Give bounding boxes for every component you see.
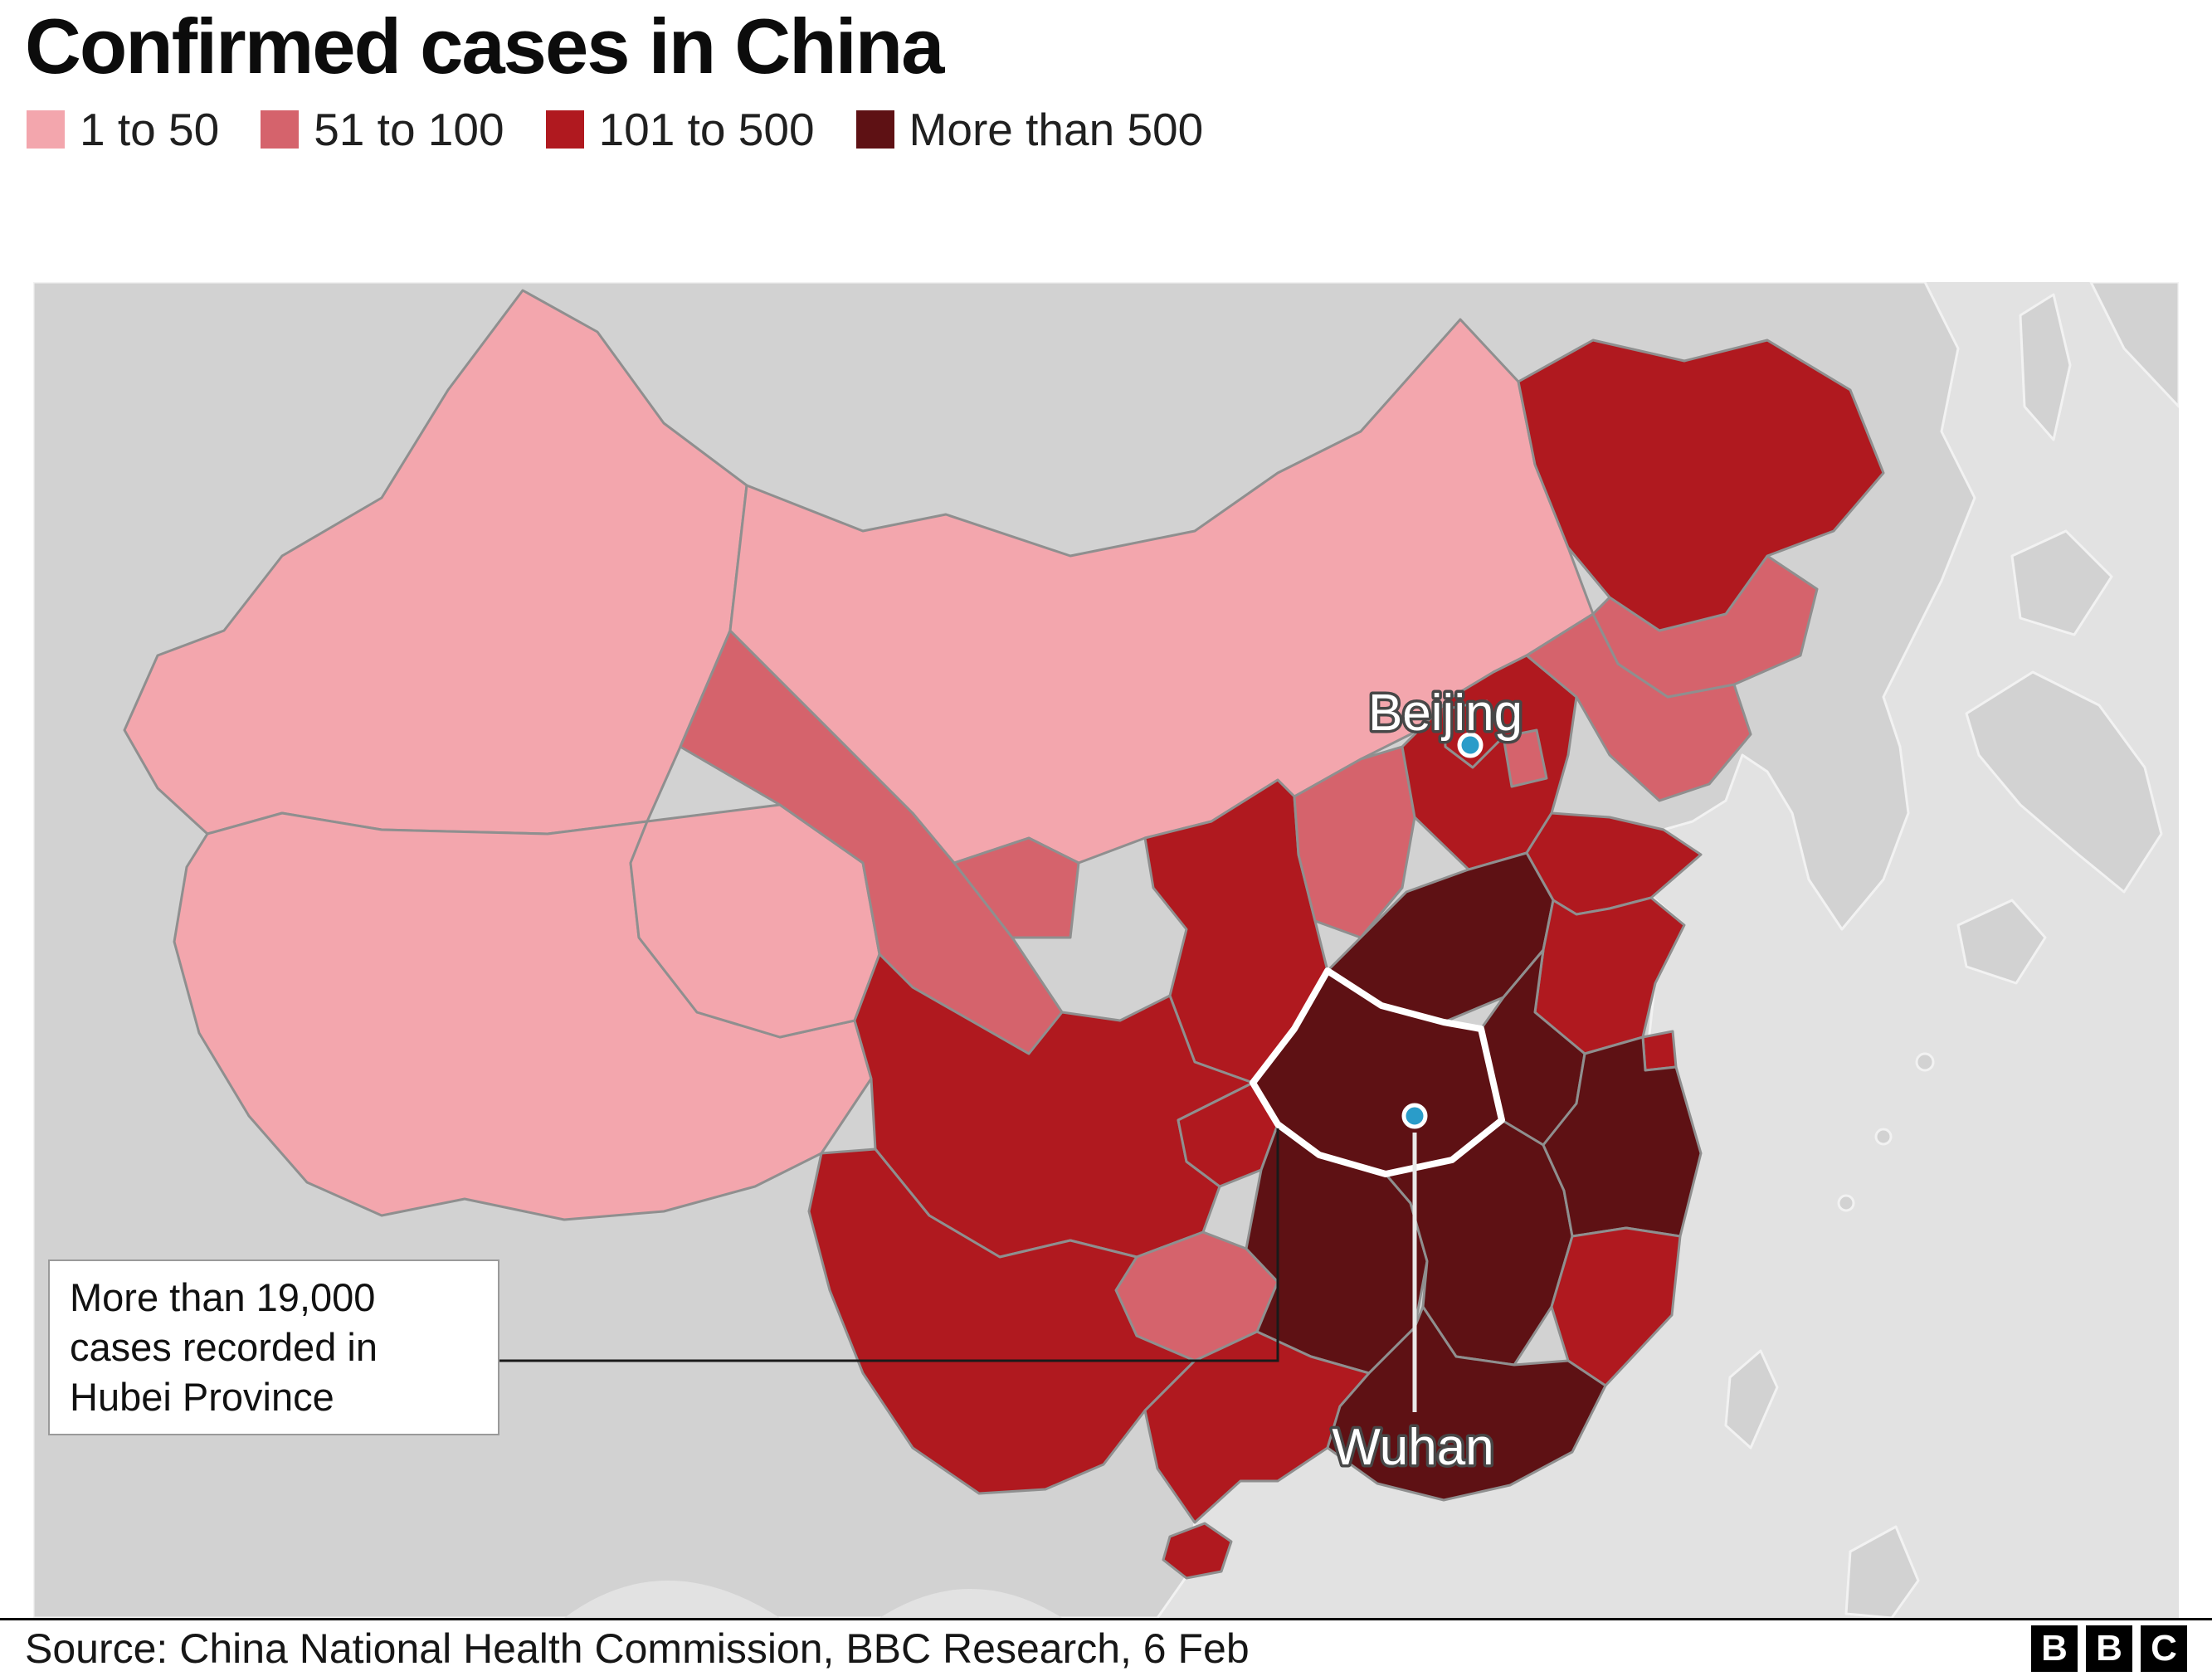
beijing-marker	[1457, 732, 1484, 758]
wuhan-marker	[1401, 1103, 1428, 1129]
legend-item: 1 to 50	[27, 103, 219, 156]
source-text: Source: China National Health Commission…	[25, 1625, 1250, 1672]
legend: 1 to 50 51 to 100 101 to 500 More than 5…	[27, 103, 1203, 156]
legend-swatch	[545, 110, 584, 149]
bbc-logo-block: C	[2141, 1625, 2187, 1672]
legend-swatch	[261, 110, 300, 149]
honshu-island	[1965, 670, 2163, 894]
legend-label: 1 to 50	[80, 104, 220, 155]
province-hainan	[1162, 1522, 1233, 1580]
legend-swatch	[27, 110, 65, 149]
gulf-of-thailand	[879, 1589, 1062, 1618]
legend-label: More than 500	[909, 104, 1204, 155]
legend-label: 51 to 100	[314, 104, 504, 155]
hokkaido-island	[2010, 529, 2113, 636]
ryukyu-island	[1915, 1052, 1935, 1072]
ryukyu-island	[1837, 1194, 1855, 1212]
legend-swatch	[855, 110, 894, 149]
annotation-connector-line	[496, 1128, 1279, 1362]
province-yunnan	[807, 1147, 1196, 1495]
sakhalin-island	[2019, 293, 2072, 441]
province-hubei	[1250, 967, 1505, 1177]
page-title: Confirmed cases in China	[25, 2, 944, 90]
annotation-box: More than 19,000 cases recorded in Hubei…	[48, 1259, 499, 1436]
china-choropleth-map: Beijing Wuhan	[33, 282, 2179, 1618]
legend-item: 51 to 100	[261, 103, 504, 156]
legend-item: More than 500	[855, 103, 1204, 156]
province-shanxi	[1293, 745, 1416, 939]
beijing-label: Beijing	[1368, 685, 1523, 742]
legend-item: 101 to 500	[545, 103, 815, 156]
bbc-logo: B B C	[2031, 1625, 2187, 1672]
footer: Source: China National Health Commission…	[0, 1618, 2212, 1676]
map-panel: Beijing Wuhan	[33, 282, 2179, 1618]
taiwan-island	[1724, 1349, 1779, 1449]
kamchatka-corner	[2089, 282, 2179, 408]
province-shanghai	[1641, 1030, 1678, 1072]
annotation-text: More than 19,000 cases recorded in Hubei…	[70, 1275, 378, 1420]
province-fujian	[1550, 1226, 1682, 1387]
gulf-of-tonkin	[564, 1581, 780, 1618]
province-zhejiang	[1542, 1035, 1703, 1238]
province-ningxia	[953, 836, 1080, 939]
wuhan-label: Wuhan	[1332, 1419, 1493, 1476]
province-guangdong	[1326, 1305, 1607, 1502]
legend-label: 101 to 500	[598, 104, 815, 155]
bbc-logo-block: B	[2086, 1625, 2132, 1672]
province-heilongjiang	[1517, 339, 1885, 632]
luzon-island	[1844, 1525, 1920, 1618]
province-tianjin	[1502, 728, 1548, 788]
bbc-logo-block: B	[2031, 1625, 2078, 1672]
ryukyu-island	[1874, 1128, 1893, 1146]
province-guangxi	[1143, 1330, 1371, 1524]
kyushu-island	[1956, 899, 2047, 985]
